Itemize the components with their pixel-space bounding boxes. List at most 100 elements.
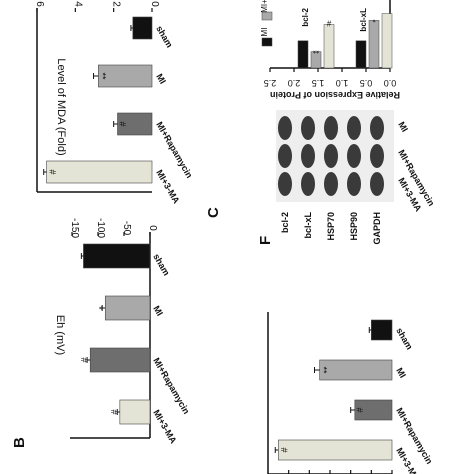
panel-f-legend: MI MI+ xyxy=(260,0,273,47)
panel-b-category-mi-3-ma: MI+3-MA xyxy=(151,408,179,446)
blot-band-gapdh-mi xyxy=(370,116,384,140)
panel-f-tick-label: 2.0 xyxy=(288,78,301,88)
blot-band-hsp70-mi xyxy=(324,116,338,140)
panel-c-bars: ** # # xyxy=(43,16,153,184)
blot-band-hsp70-mi-3-ma xyxy=(324,172,338,196)
blot-band-hsp70-mi-rapamycin xyxy=(324,144,338,168)
panel-b-bar-mi xyxy=(104,295,151,321)
panel-c-mda-chart: C Level of MDA (Fold) 0 2 4 6 ** # # sham MI MI… xyxy=(34,1,222,218)
blot-lane-label-mi: MI xyxy=(396,120,410,134)
panel-b-bar-mi-rapamycin xyxy=(89,347,151,373)
panel-f-tick-label: 1.0 xyxy=(336,78,349,88)
panel-c-y-axis-label: Level of MDA (Fold) xyxy=(55,58,67,155)
blot-row-label-bcl-2: bcl-2 xyxy=(280,212,290,233)
panel-unlabeled-significance-mi-rapamycin: # xyxy=(355,407,365,412)
panel-f-significance: ** xyxy=(313,46,319,55)
blot-band-gapdh-mi-3-ma xyxy=(370,172,384,196)
panel-b-tick-label: -50 xyxy=(121,221,132,236)
panel-f-protein-expression: F bcl-2 bcl-xL HSP70 HSP90 GAPDH MIMI+Rapamy… xyxy=(257,0,437,245)
panel-f-value-ticks: 0.0 0.5 1.0 1.5 2.0 2.5 xyxy=(264,68,397,88)
panel-b-eh-chart: B Eh (mV) -150 -100 -50 0 * # # sham MI MI+Rapa… xyxy=(11,218,192,448)
panel-f-category-bcl-2: bcl-2 xyxy=(301,7,310,26)
panel-c-bar-sham xyxy=(132,16,153,40)
panel-b-significance-mi-3-ma: # xyxy=(109,409,119,414)
panel-unlabeled-category-mi: MI xyxy=(394,366,408,380)
panel-unlabeled-bar-sham xyxy=(371,319,393,341)
panel-f-legend-swatch xyxy=(261,11,273,21)
panel-c-significance-mi: ** xyxy=(98,72,108,80)
blot-band-bcl-xl-mi-3-ma xyxy=(301,172,315,196)
panel-letter-c: C xyxy=(205,207,222,218)
panel-f-legend-swatch xyxy=(261,37,273,47)
panel-f-tick-label: 2.5 xyxy=(264,78,277,88)
blot-row-label-bcl-xl: bcl-xL xyxy=(303,212,313,239)
blot-band-bcl-2-mi-3-ma xyxy=(278,172,292,196)
panel-b-value-ticks: -150 -100 -50 0 xyxy=(69,218,158,238)
blot-band-bcl-2-mi xyxy=(278,116,292,140)
panel-f-tick-label: 1.5 xyxy=(312,78,325,88)
panel-f-bar-bcl-xl-1 xyxy=(368,20,380,69)
panel-b-significance-mi-rapamycin: # xyxy=(79,357,89,362)
panel-b-tick-label: 0 xyxy=(147,225,158,231)
panel-b-category-mi: MI xyxy=(151,304,165,318)
panel-c-category-mi: MI xyxy=(154,72,168,86)
panel-f-tick-label: 0.5 xyxy=(360,78,373,88)
panel-unlabeled-bars: ** # # xyxy=(274,319,393,461)
panel-b-bars: * # # xyxy=(79,243,151,425)
panel-f-category-labels: bcl-2 bcl-xL xyxy=(301,7,368,31)
panel-c-significance-mi-3-ma: # xyxy=(48,169,58,174)
panel-b-significance-mi: * xyxy=(94,306,104,310)
panel-b-y-axis-label: Eh (mV) xyxy=(54,315,66,355)
panel-c-bar-mi-3-ma xyxy=(46,160,153,184)
blot-band-hsp90-mi xyxy=(347,116,361,140)
blot-row-label-gapdh: GAPDH xyxy=(372,212,382,245)
panel-unlabeled-bar-mi-3-ma xyxy=(278,439,393,461)
panel-unlabeled-bar-mi xyxy=(319,359,393,381)
panel-f-bar-bcl-2-2 xyxy=(323,24,335,69)
blot-row-label-hsp90: HSP90 xyxy=(349,212,359,241)
panel-f-tick-label: 0.0 xyxy=(384,78,397,88)
panel-c-tick-label: 6 xyxy=(34,1,45,7)
panel-b-bar-mi-3-ma xyxy=(119,399,151,425)
panel-f-category-bcl-xl: bcl-xL xyxy=(359,8,368,32)
panel-f-bar-bcl-xl-2 xyxy=(381,13,393,69)
panel-unlabeled-category-sham: sham xyxy=(394,326,414,351)
blot-band-gapdh-mi-rapamycin xyxy=(370,144,384,168)
panel-letter-f: F xyxy=(257,236,274,245)
blot-row-label-hsp70: HSP70 xyxy=(326,212,336,241)
panel-b-category-sham: sham xyxy=(151,252,171,277)
panel-c-significance-mi-rapamycin: # xyxy=(118,121,128,126)
panel-f-significance: # xyxy=(326,18,331,27)
panel-f-bar-bcl-xl-0 xyxy=(355,40,367,69)
western-blot-row-labels: bcl-2 bcl-xL HSP70 HSP90 GAPDH xyxy=(280,212,382,245)
blot-band-bcl-2-mi-rapamycin xyxy=(278,144,292,168)
panel-c-category-mi-3-ma: MI+3-MA xyxy=(154,168,182,206)
panel-f-legend-label: MI+ xyxy=(260,0,269,13)
blot-band-bcl-xl-mi-rapamycin xyxy=(301,144,315,168)
panel-b-tick-label: -100 xyxy=(95,218,106,238)
panel-f-bar-bcl-2-0 xyxy=(297,40,309,69)
panel-f-legend-label: MI xyxy=(260,28,269,37)
panel-b-category-mi-rapamycin: MI+Rapamycin xyxy=(151,356,191,416)
panel-c-tick-label: 0 xyxy=(149,1,160,7)
panel-b-tick-label: -150 xyxy=(69,218,80,238)
panel-b-bar-sham xyxy=(83,243,151,269)
panel-letter-b: B xyxy=(11,437,28,448)
panel-unlabeled-significance-mi-3-ma: # xyxy=(279,447,289,452)
panel-c-tick-label: 4 xyxy=(72,1,83,7)
panel-unlabeled-value-ticks xyxy=(288,470,393,474)
panel-f-y-axis-label: Relative Expression of Protein xyxy=(270,90,400,100)
panel-f-bar-bcl-2-1 xyxy=(310,51,322,69)
blot-band-bcl-xl-mi xyxy=(301,116,315,140)
panel-c-value-ticks: 0 2 4 6 xyxy=(34,1,160,12)
panel-c-tick-label: 2 xyxy=(111,1,122,7)
panel-unlabeled-significance-mi: ** xyxy=(319,366,329,374)
panel-f-significance: * xyxy=(372,14,375,23)
panel-f-bars: ** # * xyxy=(297,13,393,69)
blot-band-hsp90-mi-rapamycin xyxy=(347,144,361,168)
